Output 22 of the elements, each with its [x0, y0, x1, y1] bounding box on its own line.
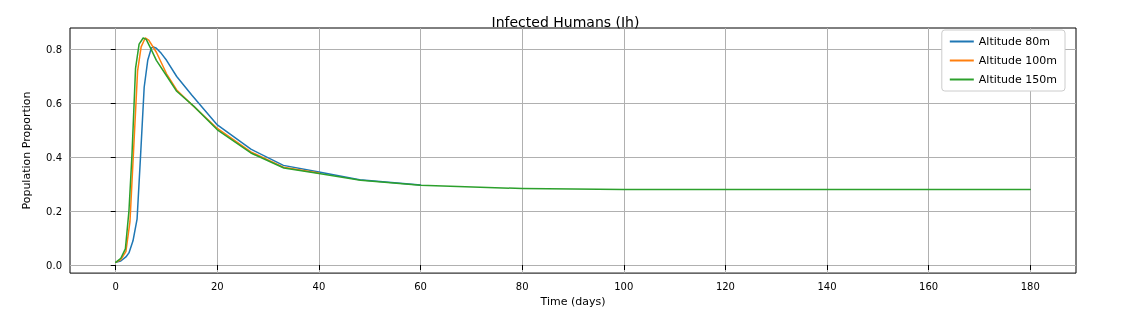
- x-tick-label: 20: [210, 280, 224, 292]
- x-tick-label: 120: [715, 280, 735, 292]
- x-tick-label: 80: [515, 280, 529, 292]
- legend-label: Altitude 150m: [978, 73, 1058, 86]
- y-tick-label: 0.6: [46, 97, 62, 109]
- y-tick-label: 0.2: [46, 205, 62, 217]
- y-tick-label: 0.4: [46, 151, 62, 163]
- x-tick-label: 60: [414, 280, 427, 292]
- legend-label: Altitude 80m: [978, 35, 1051, 48]
- x-tick-label: 40: [312, 280, 326, 292]
- chart-title: Infected Humans (Ih): [491, 14, 640, 30]
- x-tick-label: 160: [919, 280, 939, 292]
- x-axis-title: Time (days): [539, 295, 606, 308]
- y-tick-label: 0.8: [46, 44, 62, 56]
- x-tick-label: 140: [817, 280, 837, 292]
- legend-label: Altitude 100m: [978, 54, 1058, 67]
- x-tick-label: 180: [1020, 280, 1040, 292]
- y-axis-title: Population Proportion: [20, 91, 33, 210]
- line-series: [114, 46, 422, 264]
- x-tick-label: 100: [614, 280, 634, 292]
- y-tick-label: 0.0: [46, 259, 62, 271]
- x-tick-label: 0: [112, 280, 119, 292]
